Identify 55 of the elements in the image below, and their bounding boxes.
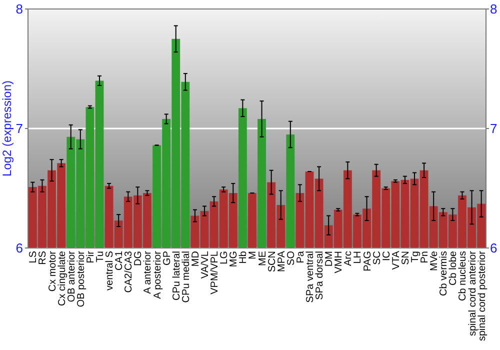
x-tick-label: SCN	[266, 251, 278, 272]
x-tick-label: Pir	[85, 250, 96, 264]
x-tick-label: A anterior	[142, 250, 154, 294]
x-tick-label: Tg	[410, 251, 422, 263]
y-tick-label: 6	[16, 240, 23, 256]
x-tick-label: CPu lateral	[171, 251, 182, 300]
x-tick-label: Cx motor	[47, 250, 58, 292]
y-tick-label: 7	[16, 121, 23, 136]
x-tick-label: MVe	[429, 250, 440, 272]
x-tick-label: ventral S	[104, 250, 116, 290]
x-tick-label: Cb lobe	[448, 250, 460, 286]
x-tick-label: CA2/CA3	[124, 250, 135, 293]
x-tick-label: Pn	[420, 251, 431, 264]
x-tick-label: M	[248, 251, 259, 260]
y2-tick-label: 6	[490, 240, 498, 256]
x-tick-label: MPA	[276, 250, 288, 272]
x-tick-label: Cb nucleus	[458, 251, 469, 302]
x-tick-label: OB posterior	[76, 250, 87, 308]
x-tick-label: spinal cord anterior	[467, 250, 478, 336]
x-tick-label: VPM/VPL	[210, 250, 221, 294]
x-tick-label: GP	[162, 250, 173, 266]
x-tick-label: Tu	[94, 251, 106, 262]
x-tick-label: spinal cord posterior	[476, 250, 488, 342]
x-tick-label: CPu medial	[180, 251, 192, 303]
x-tick-label: Cx cingulate	[56, 250, 68, 306]
x-tick-label: MD	[190, 251, 202, 267]
y-tick-label: 8	[16, 2, 23, 17]
y2-tick-label: 8	[490, 2, 498, 17]
y-axis-title: Log2 (expression)	[0, 80, 14, 177]
x-tick-label: CA1	[114, 250, 126, 270]
x-tick-label: Hb	[238, 250, 250, 264]
x-tick-label: SPa ventral	[305, 251, 316, 303]
x-tick-label: SPa dorsal	[314, 251, 326, 300]
x-tick-label: LH	[352, 251, 364, 264]
x-tick-label: PAG	[362, 250, 374, 272]
x-tick-label: OB anterior	[66, 250, 78, 302]
x-tick-label: SN	[400, 251, 412, 265]
x-tick-label: ME	[257, 250, 268, 266]
x-tick-label: DM	[324, 251, 336, 267]
x-tick-label: RS	[38, 250, 49, 265]
x-tick-label: IC	[381, 251, 392, 261]
x-tick-label: DG	[133, 250, 144, 266]
x-tick-label: Pa	[295, 250, 306, 264]
x-tick-label: VTA	[390, 250, 402, 270]
x-tick-label: SO	[286, 250, 297, 266]
x-tick-label: Cb vermis	[438, 251, 450, 296]
x-tick-label: VMH	[334, 251, 345, 274]
x-tick-label: LG	[219, 250, 230, 264]
x-tick-label: SC	[372, 251, 383, 265]
x-tick-label: A posterior	[152, 250, 164, 299]
y2-tick-label: 7	[490, 121, 498, 136]
x-tick-label: MG	[228, 250, 240, 268]
x-tick-label: VA/VL	[200, 250, 211, 279]
x-tick-label: LS	[28, 250, 40, 264]
x-tick-label: Arc	[343, 251, 354, 266]
